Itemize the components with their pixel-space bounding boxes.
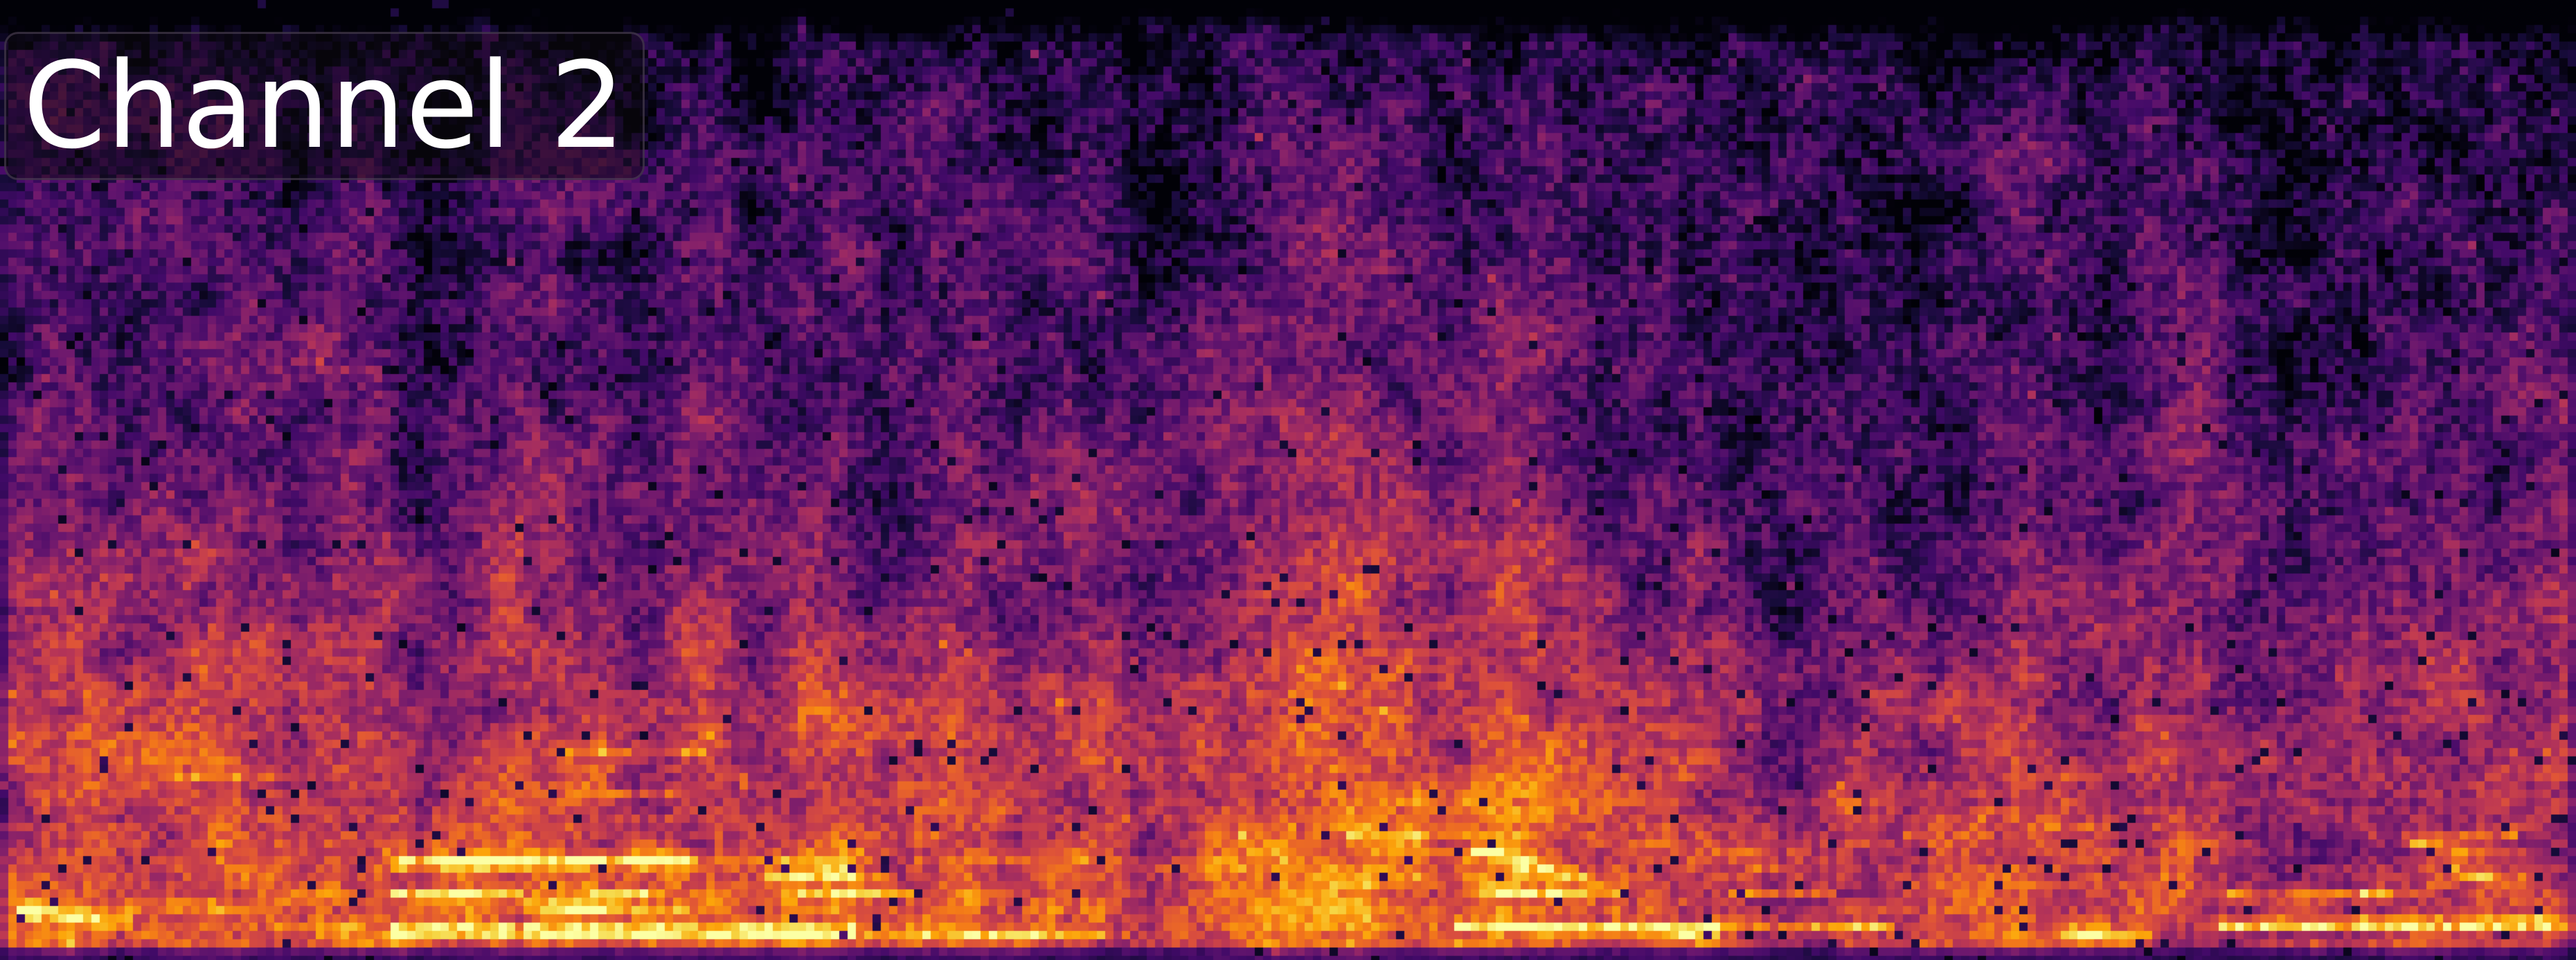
channel-label-text: Channel 2 [23, 36, 626, 175]
channel-label-box: Channel 2 [4, 32, 645, 180]
